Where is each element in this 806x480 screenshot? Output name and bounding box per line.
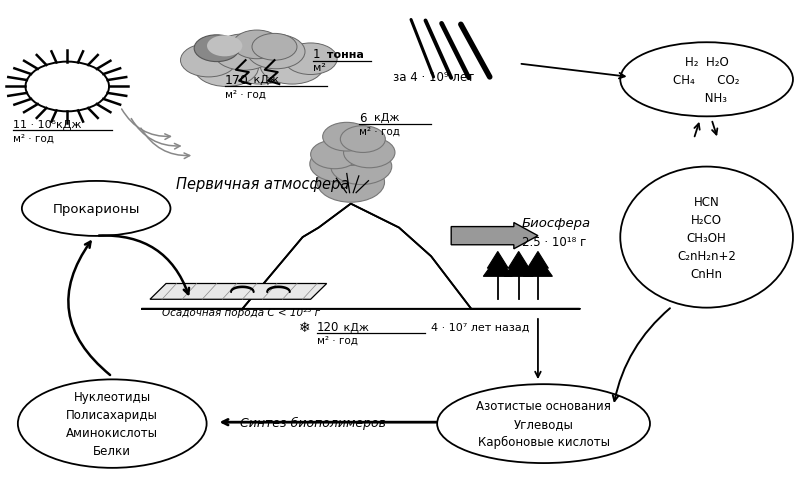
Circle shape xyxy=(26,62,109,112)
Text: кДж: кДж xyxy=(339,322,368,332)
Text: м² · год: м² · год xyxy=(359,126,400,136)
Text: тонна: тонна xyxy=(322,50,364,60)
Circle shape xyxy=(310,141,359,169)
Circle shape xyxy=(322,132,379,166)
Circle shape xyxy=(194,36,239,62)
Text: м² · год: м² · год xyxy=(317,335,358,345)
Text: 2.5 · 10¹⁸ г: 2.5 · 10¹⁸ г xyxy=(521,236,586,249)
Polygon shape xyxy=(150,284,326,300)
Text: HCN
H₂CO
CH₃OH
C₂nH₂n+2
CnHn: HCN H₂CO CH₃OH C₂nH₂n+2 CnHn xyxy=(677,195,736,280)
Text: 6: 6 xyxy=(359,111,366,124)
Text: Осадочная порода C < 10²³ г: Осадочная порода C < 10²³ г xyxy=(162,308,320,318)
Text: H₂  H₂O
CH₄      CO₂
     NH₃: H₂ H₂O CH₄ CO₂ NH₃ xyxy=(673,56,740,105)
Circle shape xyxy=(247,35,305,70)
Circle shape xyxy=(214,35,275,71)
FancyArrow shape xyxy=(451,223,538,249)
Text: Прокарионы: Прокарионы xyxy=(52,203,140,216)
Text: м²: м² xyxy=(313,63,326,73)
Text: ❄: ❄ xyxy=(299,320,311,334)
Text: Азотистые основания
Углеводы
Карбоновые кислоты: Азотистые основания Углеводы Карбоновые … xyxy=(476,399,611,448)
Circle shape xyxy=(317,163,384,203)
Text: кДж: кДж xyxy=(367,113,399,123)
Circle shape xyxy=(340,126,385,153)
Polygon shape xyxy=(484,257,513,277)
Text: 170: 170 xyxy=(225,73,248,86)
Text: 120: 120 xyxy=(317,320,339,333)
Circle shape xyxy=(194,49,259,87)
Text: 11 · 10⁵: 11 · 10⁵ xyxy=(14,120,56,130)
Text: за 4 · 10⁹ лет: за 4 · 10⁹ лет xyxy=(393,71,475,84)
Circle shape xyxy=(343,138,395,168)
Circle shape xyxy=(310,146,371,183)
Polygon shape xyxy=(527,252,548,269)
Text: Биосфера: Биосфера xyxy=(521,217,591,230)
Text: кДж: кДж xyxy=(251,75,280,85)
Text: м² · год: м² · год xyxy=(225,89,265,99)
Circle shape xyxy=(233,31,281,60)
Text: м² · год: м² · год xyxy=(14,133,54,143)
Text: Синтез биополимеров: Синтез биополимеров xyxy=(240,416,386,429)
Circle shape xyxy=(330,149,392,185)
Circle shape xyxy=(207,36,243,57)
Circle shape xyxy=(260,47,324,85)
Text: 1: 1 xyxy=(313,48,321,61)
Polygon shape xyxy=(142,204,580,309)
Text: 4 · 10⁷ лет назад: 4 · 10⁷ лет назад xyxy=(431,322,530,332)
Circle shape xyxy=(220,37,300,85)
Circle shape xyxy=(181,44,237,78)
Circle shape xyxy=(322,123,371,152)
Polygon shape xyxy=(488,252,509,269)
Polygon shape xyxy=(509,252,529,269)
Circle shape xyxy=(285,44,337,75)
Text: Первичная атмосфера: Первичная атмосфера xyxy=(177,176,350,191)
Text: кДж: кДж xyxy=(56,120,81,130)
Circle shape xyxy=(252,34,297,61)
Polygon shape xyxy=(505,257,533,277)
Text: Нуклеотиды
Полисахариды
Аминокислоты
Белки: Нуклеотиды Полисахариды Аминокислоты Бел… xyxy=(66,390,158,457)
Polygon shape xyxy=(523,257,552,277)
